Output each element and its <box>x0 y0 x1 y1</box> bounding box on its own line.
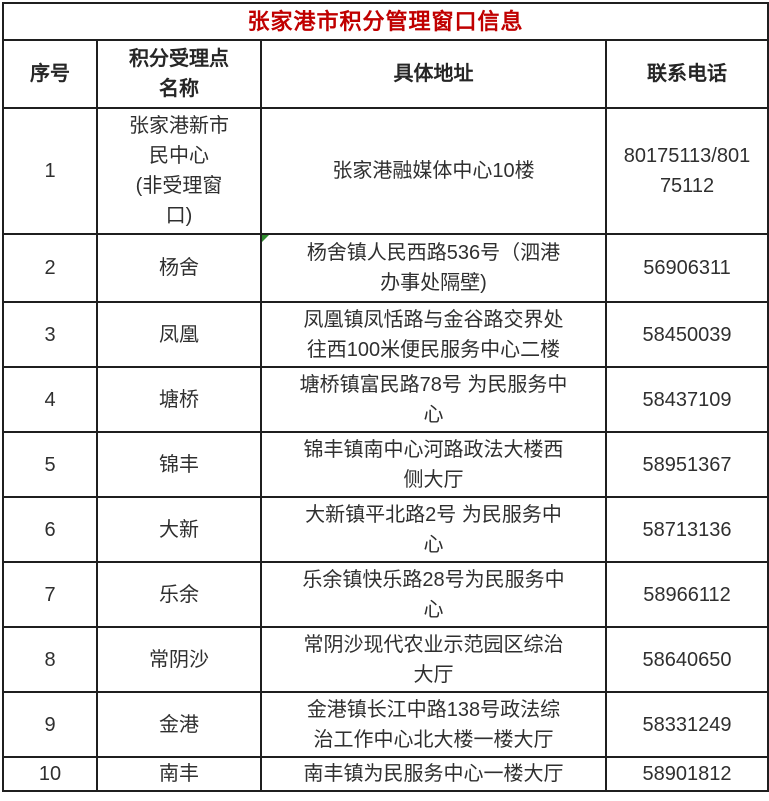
cell-phone: 80175113/801 75112 <box>604 107 769 235</box>
table-row: 5 锦丰 锦丰镇南中心河路政法大楼西 侧大厅 58951367 <box>2 431 769 498</box>
cell-point-name: 张家港新市 民中心 (非受理窗 口) <box>96 107 262 235</box>
col-header-serial-no: 序号 <box>2 39 98 109</box>
cell-phone: 58951367 <box>604 431 769 498</box>
cell-address: 杨舍镇人民西路536号（泗港 办事处隔壁) <box>260 233 607 303</box>
cell-point-name: 大新 <box>96 496 262 563</box>
cell-address: 凤凰镇凤恬路与金谷路交界处 往西100米便民服务中心二楼 <box>260 301 607 368</box>
cell-serial-no: 7 <box>2 561 98 628</box>
cell-address: 金港镇长江中路138号政法综 治工作中心北大楼一楼大厅 <box>260 691 607 758</box>
cell-point-name: 凤凰 <box>96 301 262 368</box>
cell-point-name: 杨舍 <box>96 233 262 303</box>
cell-phone: 58966112 <box>604 561 769 628</box>
cell-serial-no: 3 <box>2 301 98 368</box>
cell-point-name: 金港 <box>96 691 262 758</box>
cell-phone: 58450039 <box>604 301 769 368</box>
table-body: 1 张家港新市 民中心 (非受理窗 口) 张家港融媒体中心10楼 8017511… <box>2 107 769 792</box>
header-row: 序号 积分受理点 名称 具体地址 联系电话 <box>2 39 769 109</box>
table-row: 3 凤凰 凤凰镇凤恬路与金谷路交界处 往西100米便民服务中心二楼 584500… <box>2 301 769 368</box>
cell-serial-no: 5 <box>2 431 98 498</box>
cell-phone: 58901812 <box>604 756 769 792</box>
cell-phone: 56906311 <box>604 233 769 303</box>
cell-address: 锦丰镇南中心河路政法大楼西 侧大厅 <box>260 431 607 498</box>
cell-phone: 58331249 <box>604 691 769 758</box>
cell-address: 南丰镇为民服务中心一楼大厅 <box>260 756 607 792</box>
table-row: 6 大新 大新镇平北路2号 为民服务中 心 58713136 <box>2 496 769 563</box>
cell-serial-no: 4 <box>2 366 98 433</box>
table-row: 8 常阴沙 常阴沙现代农业示范园区综治 大厅 58640650 <box>2 626 769 693</box>
cell-address: 大新镇平北路2号 为民服务中 心 <box>260 496 607 563</box>
table-row: 4 塘桥 塘桥镇富民路78号 为民服务中 心 58437109 <box>2 366 769 433</box>
cell-address: 张家港融媒体中心10楼 <box>260 107 607 235</box>
cell-point-name: 常阴沙 <box>96 626 262 693</box>
cell-point-name: 塘桥 <box>96 366 262 433</box>
table-row: 2 杨舍 杨舍镇人民西路536号（泗港 办事处隔壁) 56906311 <box>2 233 769 303</box>
cell-serial-no: 10 <box>2 756 98 792</box>
col-header-acceptance-point-name: 积分受理点 名称 <box>96 39 262 109</box>
table-row: 7 乐余 乐余镇快乐路28号为民服务中 心 58966112 <box>2 561 769 628</box>
cell-serial-no: 2 <box>2 233 98 303</box>
col-header-phone: 联系电话 <box>604 39 769 109</box>
table-row: 9 金港 金港镇长江中路138号政法综 治工作中心北大楼一楼大厅 5833124… <box>2 691 769 758</box>
cell-point-name: 南丰 <box>96 756 262 792</box>
table-row: 1 张家港新市 民中心 (非受理窗 口) 张家港融媒体中心10楼 8017511… <box>2 107 769 235</box>
cell-serial-no: 8 <box>2 626 98 693</box>
cell-address: 塘桥镇富民路78号 为民服务中 心 <box>260 366 607 433</box>
cell-address: 乐余镇快乐路28号为民服务中 心 <box>260 561 607 628</box>
cell-point-name: 乐余 <box>96 561 262 628</box>
col-header-address: 具体地址 <box>260 39 607 109</box>
cell-phone: 58640650 <box>604 626 769 693</box>
cell-address: 常阴沙现代农业示范园区综治 大厅 <box>260 626 607 693</box>
table-row: 10 南丰 南丰镇为民服务中心一楼大厅 58901812 <box>2 756 769 792</box>
page-title: 张家港市积分管理窗口信息 <box>1 2 769 41</box>
cell-point-name: 锦丰 <box>96 431 262 498</box>
title-row: 张家港市积分管理窗口信息 <box>1 2 769 41</box>
cell-serial-no: 6 <box>2 496 98 563</box>
cell-phone: 58713136 <box>604 496 769 563</box>
cell-phone: 58437109 <box>604 366 769 433</box>
cell-serial-no: 9 <box>2 691 98 758</box>
cell-serial-no: 1 <box>2 107 98 235</box>
